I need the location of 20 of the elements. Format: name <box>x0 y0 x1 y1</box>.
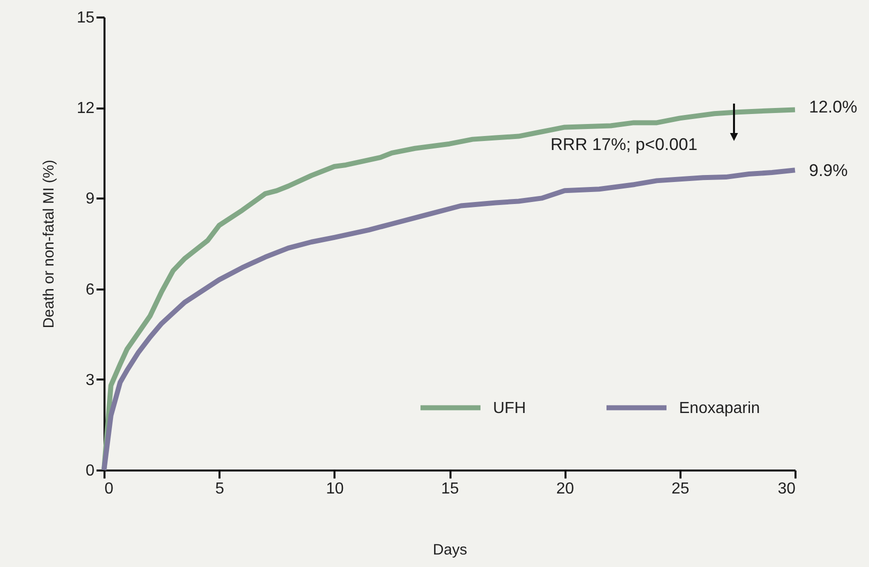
x-tick-label: 15 <box>441 480 459 498</box>
x-tick-label: 30 <box>778 480 796 498</box>
x-tick-label: 0 <box>104 480 114 498</box>
y-tick-label: 3 <box>86 372 95 389</box>
legend-label: Enoxaparin <box>679 400 760 417</box>
legend-label: UFH <box>493 400 526 417</box>
y-tick-label: 12 <box>76 100 95 118</box>
x-axis-title: Days <box>432 542 468 558</box>
x-tick-label: 10 <box>326 480 344 498</box>
annotation: 9.9% <box>809 161 848 180</box>
y-tick-label: 6 <box>86 281 95 298</box>
y-tick-label: 15 <box>76 10 95 26</box>
x-tick-label: 20 <box>556 480 574 498</box>
y-tick-label: 9 <box>86 190 95 208</box>
x-tick-label: 5 <box>215 480 224 498</box>
annotation: 12.0% <box>809 98 858 117</box>
x-tick-label: 25 <box>671 480 690 498</box>
annotation: RRR 17%; p<0.001 <box>550 135 698 154</box>
y-tick-label: 0 <box>86 462 95 480</box>
y-axis-title: Death or non-fatal MI (%) <box>40 160 58 328</box>
